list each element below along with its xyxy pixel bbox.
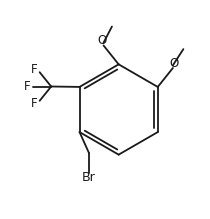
Text: F: F xyxy=(31,63,38,76)
Text: O: O xyxy=(97,34,107,47)
Text: O: O xyxy=(169,57,178,70)
Text: F: F xyxy=(31,97,38,110)
Text: F: F xyxy=(24,80,31,93)
Text: Br: Br xyxy=(82,171,96,184)
